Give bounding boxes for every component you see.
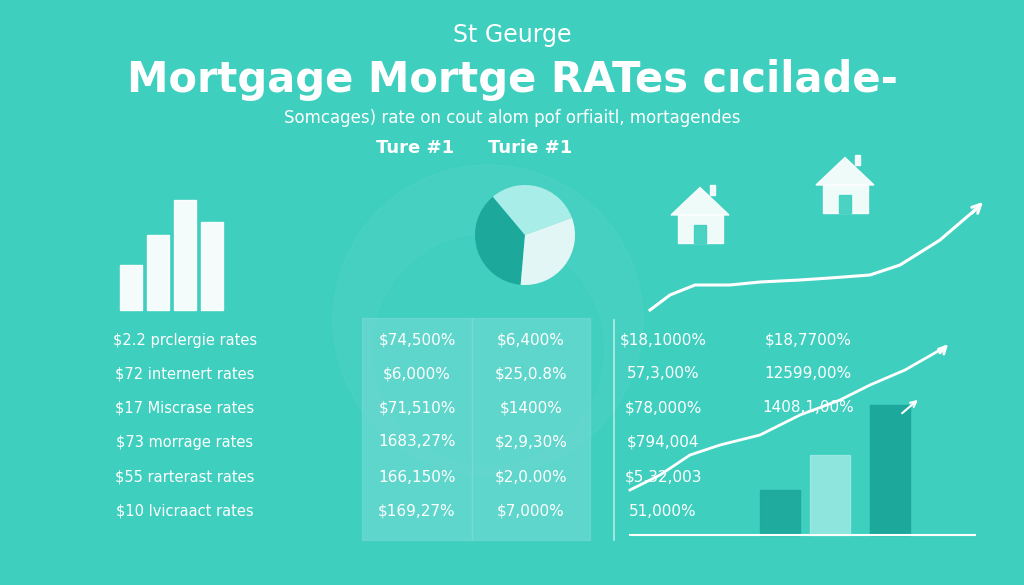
Text: 57,3,00%: 57,3,00% (627, 366, 699, 381)
Wedge shape (520, 218, 575, 285)
Circle shape (333, 165, 643, 475)
Bar (855, 155, 860, 165)
Bar (760, 490, 800, 535)
Text: $1400%: $1400% (500, 401, 562, 415)
Text: $794,004: $794,004 (627, 435, 699, 449)
Text: $5,32,003: $5,32,003 (625, 470, 701, 484)
Wedge shape (493, 185, 572, 235)
Bar (362, 318, 472, 540)
Bar (147, 235, 169, 310)
Bar (710, 185, 715, 195)
Text: $78,000%: $78,000% (625, 401, 701, 415)
Text: Turie #1: Turie #1 (487, 139, 572, 157)
Bar (839, 195, 851, 212)
Bar (174, 200, 196, 310)
Text: St Geurge: St Geurge (453, 23, 571, 47)
Text: Ture #1: Ture #1 (376, 139, 454, 157)
Circle shape (373, 235, 603, 465)
Wedge shape (475, 197, 525, 285)
Text: $55 rarterast rates: $55 rarterast rates (116, 470, 255, 484)
Bar (120, 265, 142, 310)
Text: $6,400%: $6,400% (497, 332, 565, 347)
Text: $7,000%: $7,000% (497, 504, 565, 518)
Text: $6,000%: $6,000% (383, 366, 451, 381)
Text: $74,500%: $74,500% (378, 332, 456, 347)
Bar (870, 405, 910, 535)
Polygon shape (816, 157, 874, 185)
Text: 12599,00%: 12599,00% (765, 366, 852, 381)
Text: $169,27%: $169,27% (378, 504, 456, 518)
Text: $10 lvicraact rates: $10 lvicraact rates (116, 504, 254, 518)
Bar (694, 225, 706, 243)
Text: $2,9,30%: $2,9,30% (495, 435, 567, 449)
Text: $17 Miscrase rates: $17 Miscrase rates (116, 401, 255, 415)
Text: Somcages) rate on cout alom pof orfiaitl, mortagendes: Somcages) rate on cout alom pof orfiaitl… (284, 109, 740, 127)
Text: $18,1000%: $18,1000% (620, 332, 707, 347)
Text: Mortgage Mortge RATes cıcilade-: Mortgage Mortge RATes cıcilade- (127, 59, 897, 101)
Text: 1408,1,00%: 1408,1,00% (762, 401, 854, 415)
Text: $18,7700%: $18,7700% (765, 332, 852, 347)
Bar (201, 222, 223, 310)
Text: $71,510%: $71,510% (378, 401, 456, 415)
Bar (472, 318, 590, 540)
Bar (810, 455, 850, 535)
Bar (822, 185, 867, 212)
Text: 1683,27%: 1683,27% (378, 435, 456, 449)
Text: 51,000%: 51,000% (629, 504, 696, 518)
Text: $72 internert rates: $72 internert rates (116, 366, 255, 381)
Text: $2.2 prclergie rates: $2.2 prclergie rates (113, 332, 257, 347)
Text: 166,150%: 166,150% (378, 470, 456, 484)
Text: $25,0.8%: $25,0.8% (495, 366, 567, 381)
Text: $73 morrage rates: $73 morrage rates (117, 435, 254, 449)
Polygon shape (671, 188, 729, 215)
Bar (678, 215, 723, 243)
Text: $2,0.00%: $2,0.00% (495, 470, 567, 484)
